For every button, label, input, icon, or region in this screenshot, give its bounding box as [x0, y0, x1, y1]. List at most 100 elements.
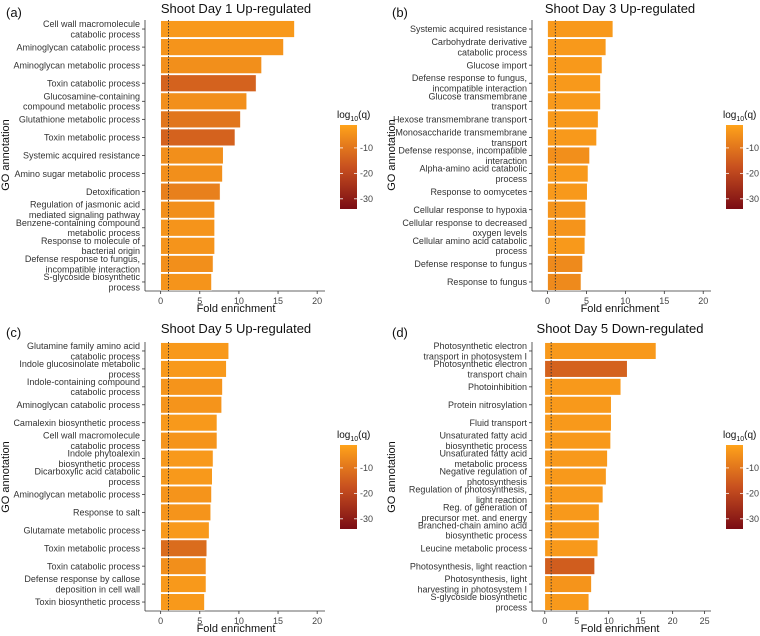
colorbar-gradient [726, 125, 743, 209]
x-tick-label: 15 [273, 616, 283, 626]
bar [160, 593, 205, 611]
category-label: catabolic process [70, 29, 140, 39]
category-label: photosynthesis [467, 477, 528, 487]
category-label: process [495, 246, 527, 256]
panel-2: (b) Shoot Day 3 Up-regulated Fold enrichme… [386, 1, 759, 315]
bar [544, 378, 622, 396]
colorbar-tick-label: -20 [746, 168, 759, 178]
bar [547, 255, 583, 273]
bar [544, 485, 604, 504]
category-label: Negative regulation of [439, 467, 527, 477]
category-label: Glucose import [466, 60, 527, 70]
colorbar-tick-label: -20 [360, 168, 373, 178]
bar [160, 360, 227, 378]
category-label: process [495, 174, 527, 184]
bar [547, 146, 590, 165]
bar [160, 219, 215, 237]
colorbar-tick-label: -30 [360, 194, 373, 204]
category-label: biosynthetic process [58, 459, 140, 469]
bar [160, 164, 223, 183]
category-label: Cell wall macromolecule [43, 431, 140, 441]
colorbar-tick-label: -20 [746, 488, 759, 498]
colorbar-tick-label: -10 [746, 143, 759, 153]
bar [547, 38, 607, 56]
category-label: transport chain [467, 369, 527, 379]
x-tick-label: 20 [668, 616, 678, 626]
category-label: Toxin metabolic process [44, 133, 141, 143]
category-label: bacterial origin [81, 246, 140, 256]
category-label: Toxin catabolic process [47, 78, 141, 88]
bar [160, 431, 218, 450]
bar [160, 128, 236, 147]
bar [160, 146, 224, 165]
bar [160, 237, 215, 255]
category-label: Benzene-containing compound [16, 218, 140, 228]
bar [160, 182, 221, 201]
category-label: transport [491, 138, 527, 148]
category-label: process [108, 477, 140, 487]
category-label: transport [491, 102, 527, 112]
y-axis-title: GO annotation [386, 119, 398, 191]
category-label: Dicarboxylic acid catabolic [34, 467, 140, 477]
bar [160, 467, 213, 486]
category-label: Cell wall macromolecule [43, 19, 140, 29]
bar [547, 237, 586, 255]
bar [544, 396, 612, 414]
bar [160, 56, 262, 74]
colorbar-tick-label: -10 [360, 463, 373, 473]
category-label: Hexose transmembrane transport [393, 115, 528, 125]
x-tick-label: 20 [312, 296, 322, 306]
category-label: Indole glucosinolate metabolic [19, 359, 140, 369]
category-label: Glucose transmembrane [428, 91, 527, 101]
x-tick-label: 15 [659, 296, 669, 306]
category-label: Defense response to fungus, [412, 73, 527, 83]
category-label: Defense response to fungus [414, 259, 527, 269]
category-label: transport in photosystem I [423, 351, 527, 361]
category-label: Photosynthesis, light reaction [410, 561, 527, 571]
bar [544, 557, 595, 575]
category-label: Cellular response to decreased [402, 218, 527, 228]
category-label: Defense response by callose [24, 574, 140, 584]
panel-title: Shoot Day 5 Up-regulated [161, 321, 311, 336]
category-label: S-glycoside biosynthetic [43, 272, 140, 282]
category-label: Response to molecule of [41, 236, 141, 246]
x-tick-label: 0 [542, 616, 547, 626]
category-label: biosynthetic process [445, 441, 527, 451]
category-label: Branched-chain amino acid [418, 520, 527, 530]
category-label: Photosynthetic electron [433, 359, 527, 369]
category-label: S-glycoside biosynthetic [430, 592, 527, 602]
bar [547, 200, 587, 219]
bar [544, 431, 611, 450]
category-label: Monosaccharide transmembrane [395, 127, 527, 137]
bar [160, 110, 241, 129]
category-label: process [108, 369, 140, 379]
colorbar-tick-label: -20 [360, 488, 373, 498]
colorbar-tick-label: -30 [360, 514, 373, 524]
category-label: Response to fungus [447, 277, 528, 287]
x-axis-title: Fold enrichment [197, 623, 276, 635]
x-tick-label: 5 [197, 296, 202, 306]
category-label: mediated signaling pathway [29, 210, 141, 220]
bar [160, 485, 212, 504]
x-axis-title: Fold enrichment [197, 303, 276, 315]
bar [544, 521, 600, 539]
bar [547, 110, 599, 129]
panel-title: Shoot Day 3 Up-regulated [545, 1, 695, 16]
colorbar-tick-label: -10 [746, 463, 759, 473]
colorbar-gradient [340, 125, 357, 209]
bar [547, 128, 597, 147]
bar [160, 20, 295, 38]
x-tick-label: 0 [158, 616, 163, 626]
category-label: Cellular amino acid catabolic [412, 236, 527, 246]
bar [160, 200, 215, 219]
panel-3: (c) Shoot Day 5 Up-regulated Fold enrichme… [0, 321, 373, 635]
bar [160, 342, 230, 360]
x-axis-title: Fold enrichment [581, 303, 660, 315]
x-tick-label: 5 [197, 616, 202, 626]
category-label: incompatible interaction [432, 84, 527, 94]
bar [544, 414, 612, 432]
x-tick-label: 5 [574, 616, 579, 626]
bar [160, 414, 218, 432]
x-tick-label: 20 [698, 296, 708, 306]
bar [547, 74, 601, 92]
